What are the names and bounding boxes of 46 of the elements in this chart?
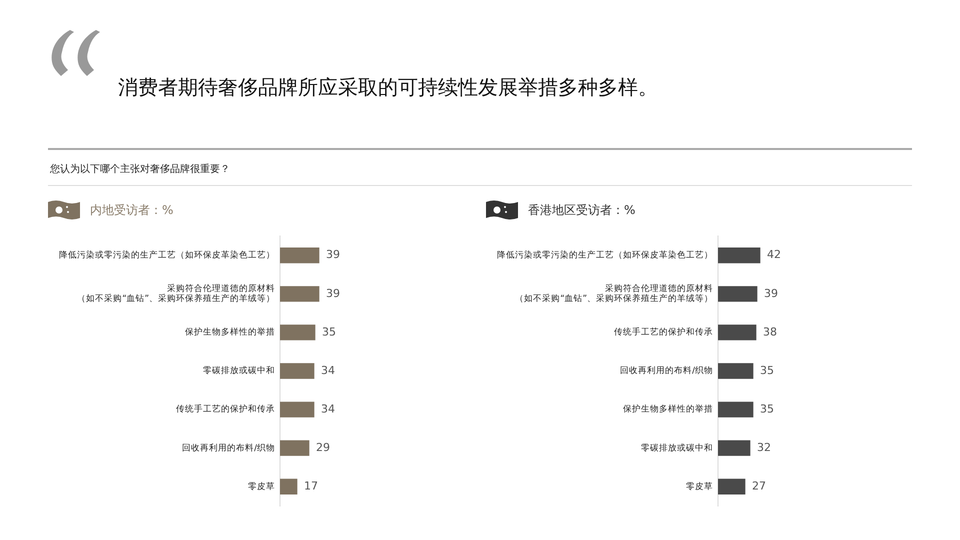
text: 消费者期待奢侈品牌所应采取的可持续性发展举措多种多样。 [118,74,658,101]
data-label: 38 [763,325,777,338]
y-tick-label: 降低污染或零污染的生产工艺（如环保皮革染色工艺） [59,250,275,261]
bar [718,286,758,302]
bar [280,248,320,264]
y-tick-label: 采购符合伦理道德的原材料（如不采购“血钻”、采购环保养殖生产的羊绒等） [77,283,275,304]
y-tick-label: 回收再利用的布料/织物 [620,365,713,376]
data-label: 34 [321,364,335,377]
y-tick-label: 零皮草 [248,480,275,492]
data-label: 35 [322,325,336,338]
bar [280,324,316,340]
text: 您认为以下哪个主张对奢侈品牌很重要？ [50,162,230,176]
bar [718,248,760,264]
bar [280,286,320,302]
bar [718,478,746,494]
data-label: 39 [326,248,340,262]
bar [280,402,314,418]
y-tick-label: 保护生物多样性的举措 [185,326,275,338]
y-tick-label: 传统手工艺的保护和传承 [176,404,275,415]
data-label: 34 [321,402,335,416]
data-label: 17 [304,479,318,492]
data-label: 39 [764,286,778,300]
bar [718,324,756,340]
y-tick-label: 保护生物多样性的举措 [623,404,713,415]
text: 香港地区受访者：% [528,202,636,219]
y-tick-label: 零碳排放或碳中和 [203,365,275,376]
data-label: 27 [752,479,766,492]
data-label: 35 [760,364,774,377]
data-label: 39 [326,286,340,300]
data-label: 35 [760,402,774,416]
data-label: 42 [767,248,781,262]
bar [280,440,310,456]
bar [280,363,314,379]
y-tick-label: 传统手工艺的保护和传承 [614,326,713,338]
bar [718,363,754,379]
bar [718,440,750,456]
y-tick-label: 零皮草 [686,480,713,492]
data-label: 32 [757,440,771,454]
y-tick-label: 回收再利用的布料/织物 [182,442,275,454]
y-tick-label: 降低污染或零污染的生产工艺（如环保皮革染色工艺） [497,250,713,261]
bar [280,478,298,494]
data-label: 29 [316,440,330,454]
y-tick-label: 采购符合伦理道德的原材料（如不采购“血钻”、采购环保养殖生产的羊绒等） [515,283,713,304]
bar [718,402,754,418]
y-tick-label: 零碳排放或碳中和 [641,442,713,454]
text: 内地受访者：% [90,202,174,219]
